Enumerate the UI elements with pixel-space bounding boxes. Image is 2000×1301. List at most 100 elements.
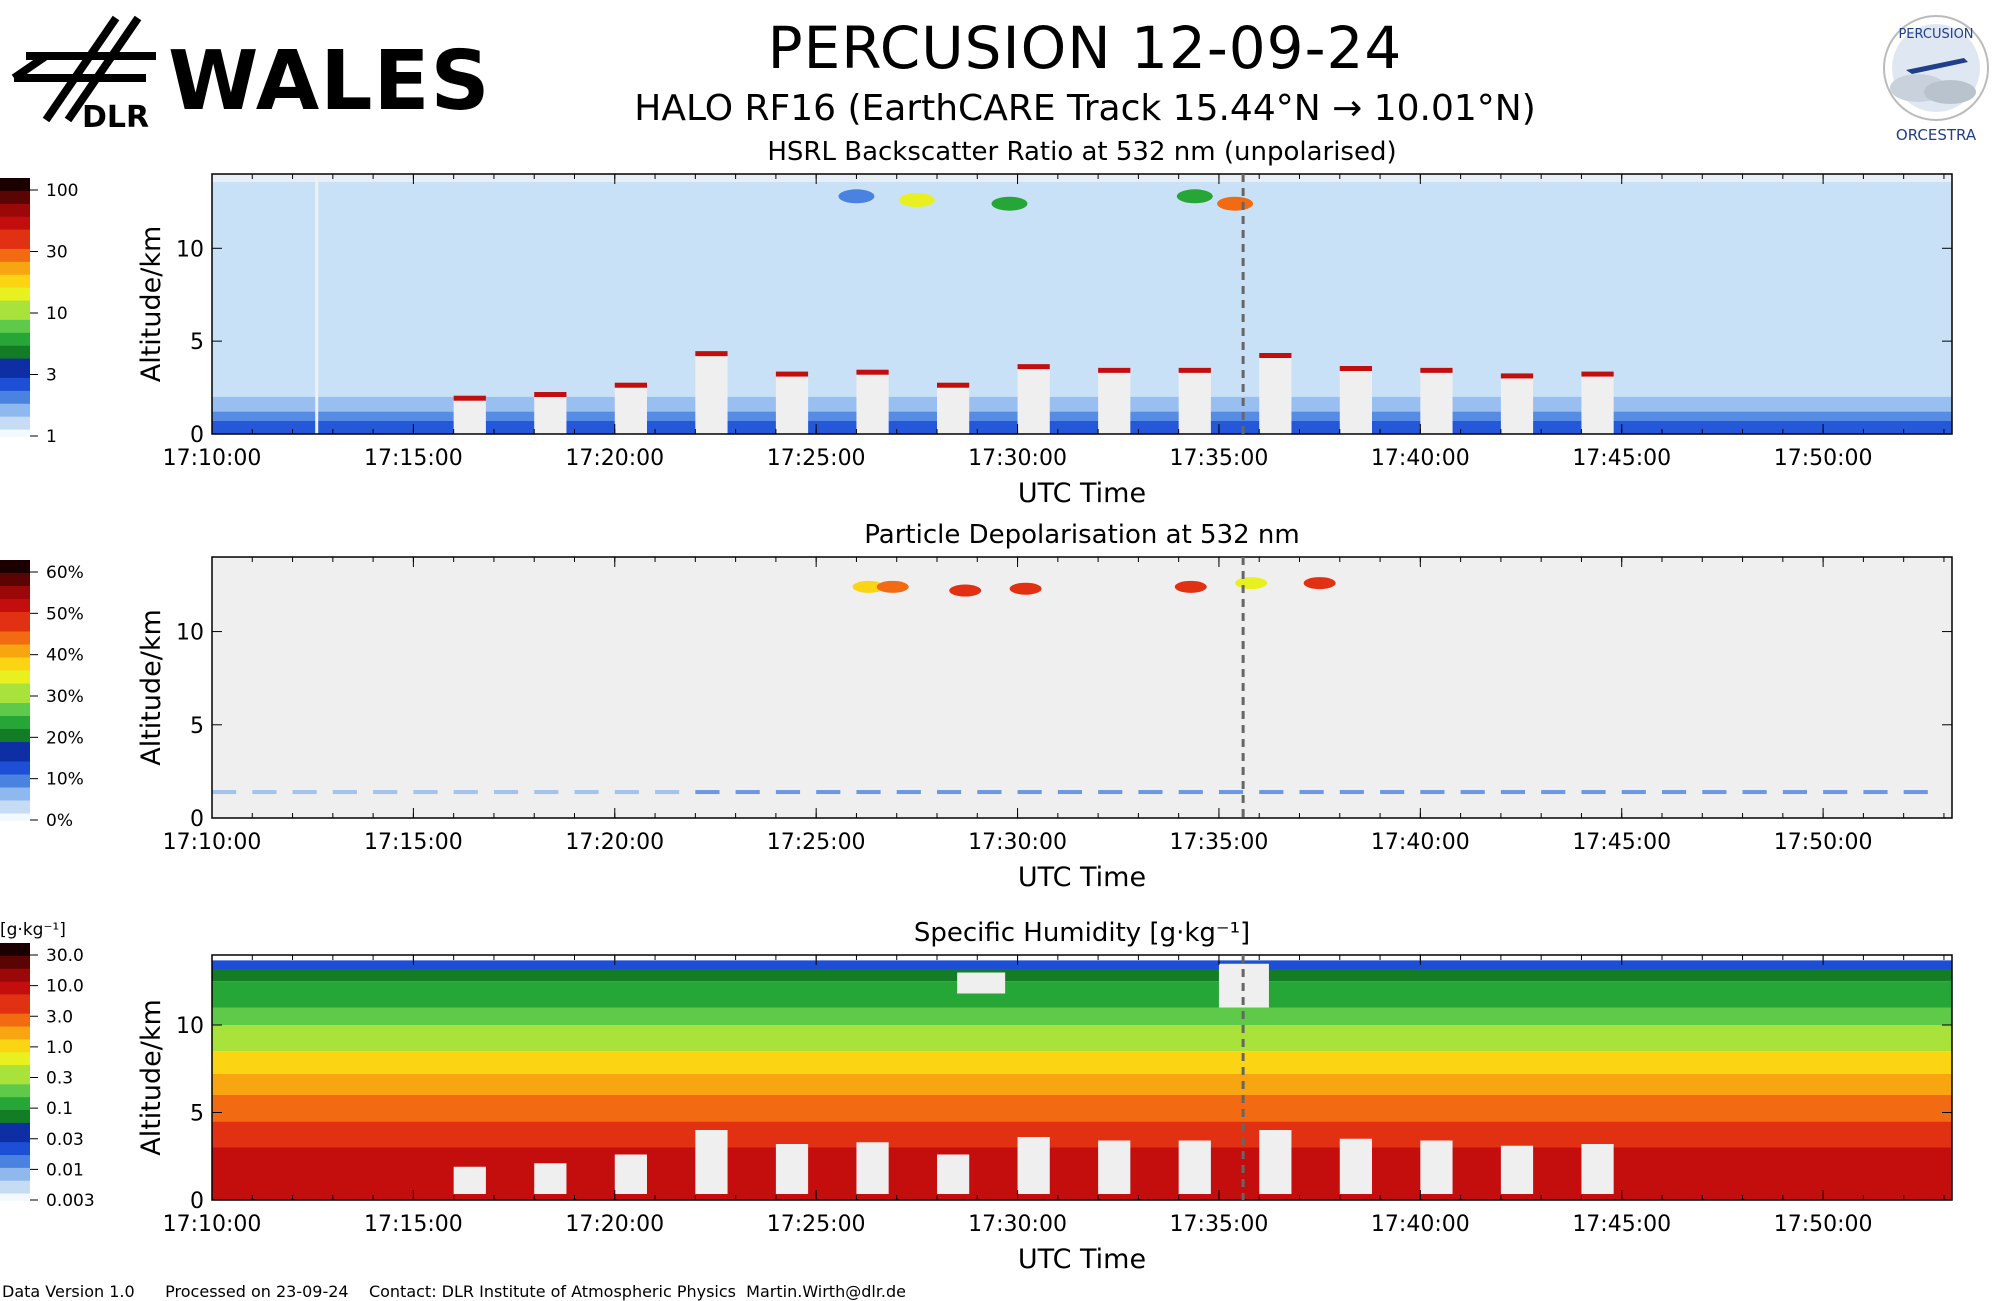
depol-aerosol [373,790,398,795]
x-axis-label: UTC Time [1018,1244,1146,1275]
cloud-shadow [775,374,809,434]
colorbar-tick-label: 0.03 [46,1130,84,1150]
cirrus-cloud [1217,196,1254,211]
depol-aerosol [534,790,559,795]
x-tick-label: 17:20:00 [565,1212,664,1237]
cirrus-cloud [1176,189,1213,204]
colorbar-tick-label: 20% [46,728,84,748]
x-tick-label: 17:15:00 [364,830,463,855]
depol-aerosol [1500,790,1526,795]
x-tick-label: 17:25:00 [767,830,866,855]
plot-frame [211,954,1953,1201]
depol-cirrus [876,580,909,593]
colorbar-tick-label: 10% [46,770,84,790]
colorbar-backscatter: 100 30 10 3 1 [0,178,78,447]
dlr-logo-text: DLR [82,100,150,135]
x-tick-label: 17:40:00 [1371,1212,1470,1237]
depol-aerosol [1541,790,1566,795]
x-tick-label: 17:35:00 [1170,446,1269,471]
humidity-gap [695,1130,728,1194]
cloud-top [937,382,970,388]
cloud-top [1581,371,1614,377]
humidity-layer [212,1095,1952,1122]
depol-aerosol [695,790,720,795]
footer-processed: Processed on 23-09-24 [165,1282,349,1301]
depol-aerosol [1863,790,1888,795]
humidity-gap [1178,1140,1211,1194]
humidity-layer [212,1051,1952,1074]
y-tick-label: 5 [190,714,204,739]
depol-aerosol [1178,790,1203,795]
cloud-shadow [695,354,728,434]
depol-cirrus [1303,577,1336,590]
x-tick-label: 17:30:00 [968,1212,1067,1237]
page-title: PERCUSION 12-09-24 [767,14,1403,82]
x-tick-label: 17:10:00 [163,1212,262,1237]
cloud-top [614,382,647,388]
cirrus-cloud [898,193,935,207]
y-tick-label: 10 [176,621,204,646]
colorbar-tick-label: 60% [46,563,84,583]
x-axis-label: UTC Time [1018,478,1146,509]
cirrus-cloud [991,196,1028,211]
colorbar-tick-label: 50% [46,604,84,624]
cloud-top [695,351,728,357]
colorbar-tick-label: 1 [46,427,57,447]
humidity-gap [1420,1140,1453,1194]
cloud-shadow [1259,356,1292,434]
cloud-shadow [1420,370,1453,434]
colorbar-depolarisation: 60% 50% 40% 30% 20% 10% 0% [0,560,84,831]
x-tick-label: 17:40:00 [1371,830,1470,855]
cloud-shadow [856,372,889,434]
y-axis-label: Altitude/km [136,999,167,1156]
clear-air-field [212,174,1952,434]
humidity-layer [212,969,1952,982]
depol-aerosol [1903,790,1928,795]
depol-aerosol [1742,790,1767,795]
depol-aerosol [332,790,357,795]
depol-aerosol [1380,790,1405,795]
page-subtitle: HALO RF16 (EarthCARE Track 15.44°N → 10.… [634,88,1536,129]
humidity-gap [775,1144,809,1194]
cloud-shadow [1500,376,1534,434]
humidity-gap [1259,1130,1292,1194]
colorbar-tick-label: 3 [46,366,57,386]
depol-aerosol [1098,790,1123,795]
humidity-gap [534,1163,567,1194]
depol-aerosol [1259,790,1284,795]
x-tick-label: 17:10:00 [163,830,262,855]
x-tick-label: 17:50:00 [1774,446,1873,471]
cloud-top [856,369,889,375]
cloud-top [1259,353,1292,358]
x-tick-label: 17:45:00 [1572,1212,1671,1237]
depol-aerosol [212,790,237,795]
x-axis-label: UTC Time [1018,862,1146,893]
humidity-layer [212,1147,1952,1200]
humidity-gap [856,1142,889,1194]
humidity-gap [1500,1145,1534,1194]
humidity-gap [957,972,1006,994]
depol-aerosol [816,790,841,795]
depol-aerosol [1702,790,1727,795]
depol-aerosol [1138,790,1163,795]
y-tick-label: 0 [190,807,204,832]
dlr-logo-icon [11,15,156,123]
depol-aerosol [1621,790,1646,795]
percusion-logo-text: PERCUSION [1898,27,1973,42]
x-tick-label: 17:20:00 [565,830,664,855]
x-tick-label: 17:25:00 [767,446,866,471]
colorbar-tick-label: 40% [46,646,84,666]
y-tick-label: 5 [190,330,204,355]
x-tick-label: 17:50:00 [1774,1212,1873,1237]
depol-aerosol [1057,790,1082,795]
humidity-gap [614,1154,647,1194]
depol-aerosol [1662,790,1687,795]
cloud-shadow [534,395,567,434]
humidity-gap [1098,1140,1131,1194]
depol-aerosol [1782,790,1807,795]
x-tick-label: 17:10:00 [163,446,262,471]
depol-aerosol [735,790,760,795]
depol-aerosol [1460,790,1485,795]
humidity-gap [1339,1138,1372,1194]
colorbar-humidity: 30.0 10.0 3.0 1.0 0.3 0.1 0.03 0.01 0.003 [0,943,95,1211]
